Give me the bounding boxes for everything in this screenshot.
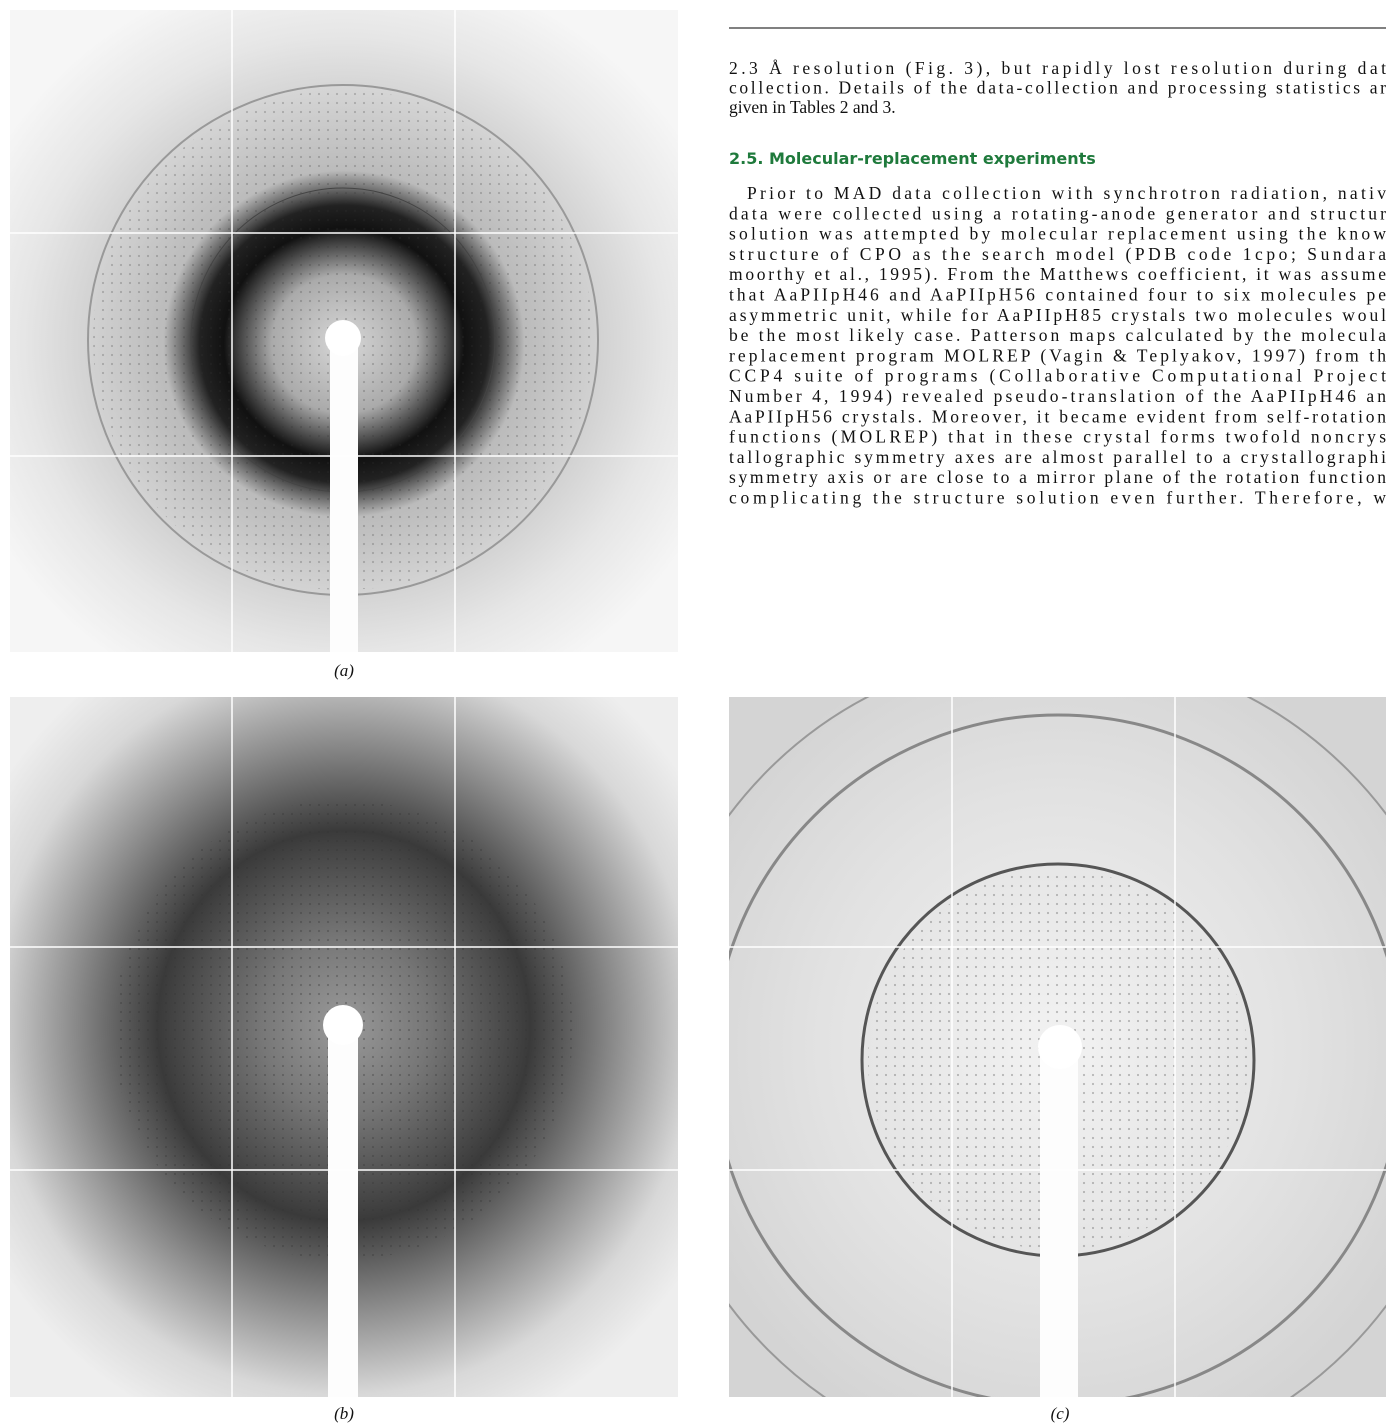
panel-label: (c) bbox=[1051, 1404, 1070, 1423]
text-line: symmetry axis or are close to a mirror p… bbox=[729, 467, 1386, 487]
text-line: moorthy et al., 1995). From the Matthews… bbox=[729, 264, 1386, 284]
diffraction-image-c bbox=[729, 697, 1386, 1397]
text-line: given in Tables 2 and 3. bbox=[729, 97, 896, 117]
text-line: data were collected using a rotating-ano… bbox=[729, 203, 1386, 223]
panel-label: (a) bbox=[334, 661, 354, 680]
text-line: complicating the structure solution even… bbox=[729, 488, 1386, 508]
section-heading: 2.5. Molecular-replacement experiments bbox=[729, 149, 1096, 168]
text-line: replacement program MOLREP (Vagin & Tepl… bbox=[729, 345, 1386, 365]
text-line: tallographic symmetry axes are almost pa… bbox=[729, 447, 1386, 467]
text-line: AaPIIpH56 crystals. Moreover, it became … bbox=[729, 406, 1386, 426]
text-line: functions (MOLREP) that in these crystal… bbox=[729, 427, 1386, 447]
text-line: solution was attempted by molecular repl… bbox=[729, 224, 1386, 244]
text-line: Number 4, 1994) revealed pseudo-translat… bbox=[729, 386, 1386, 406]
panel-label: (b) bbox=[334, 1404, 354, 1423]
text-line: Prior to MAD data collection with synchr… bbox=[747, 183, 1386, 203]
text-column: 2.3 Å resolution (Fig. 3), but rapidly l… bbox=[729, 58, 1386, 508]
diffraction-image-a bbox=[10, 10, 678, 652]
text-line: asymmetric unit, while for AaPIIpH85 cry… bbox=[729, 305, 1386, 325]
text-line: that AaPIIpH46 and AaPIIpH56 contained f… bbox=[729, 285, 1386, 305]
text-line: 2.3 Å resolution (Fig. 3), but rapidly l… bbox=[729, 58, 1386, 78]
diffraction-image-b bbox=[10, 697, 678, 1397]
text-line: CCP4 suite of programs (Collaborative Co… bbox=[729, 366, 1386, 386]
text-line: be the most likely case. Patterson maps … bbox=[729, 325, 1386, 345]
text-line: structure of CPO as the search model (PD… bbox=[729, 244, 1386, 264]
text-line: collection. Details of the data-collecti… bbox=[729, 78, 1386, 98]
